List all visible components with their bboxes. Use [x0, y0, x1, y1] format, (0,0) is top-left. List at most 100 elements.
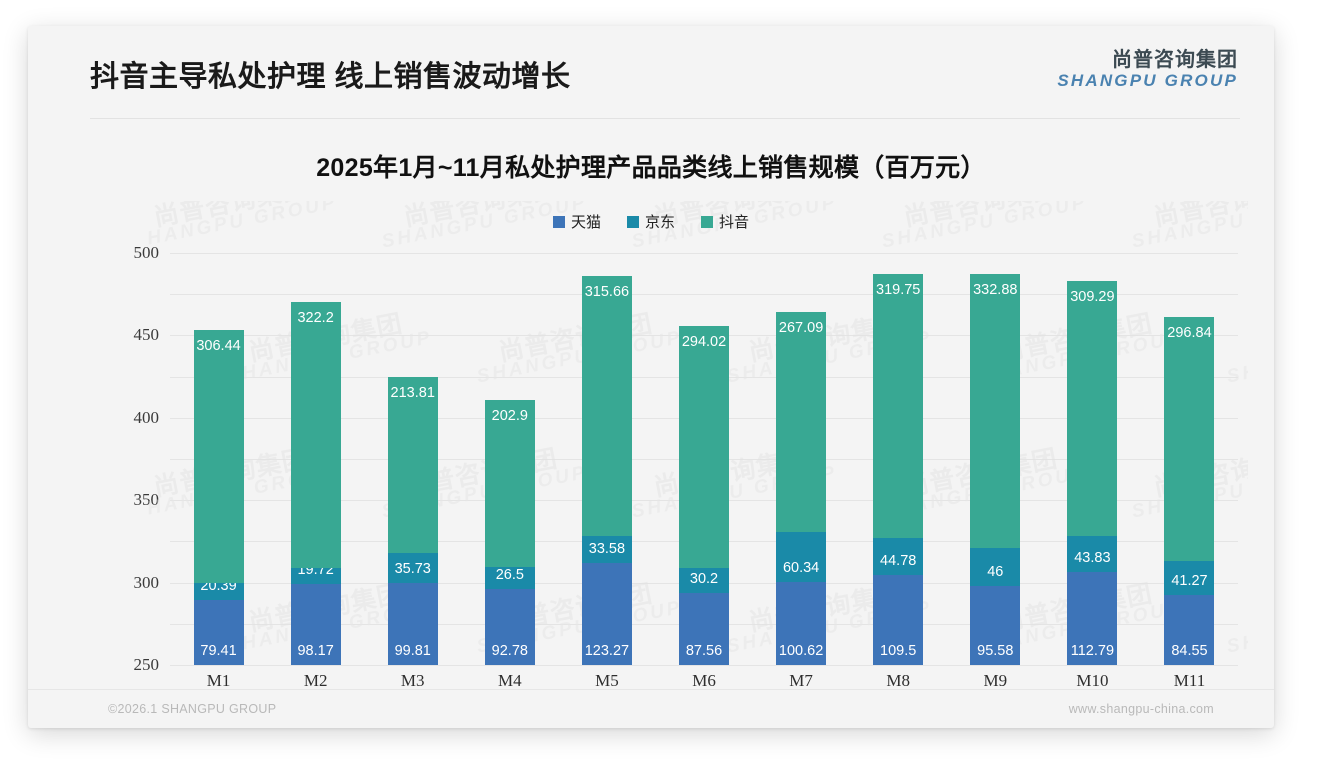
bar-segment-天猫[interactable]: 79.41	[193, 599, 244, 665]
legend-item-京东[interactable]: 京东	[626, 211, 675, 232]
logo-chinese-text: 尚普咨询集团	[1112, 49, 1238, 71]
bar-segment-京东[interactable]: 30.2	[679, 567, 730, 593]
legend-item-天猫[interactable]: 天猫	[552, 211, 601, 232]
bar-segment-天猫[interactable]: 109.5	[873, 574, 924, 665]
stacked-bar[interactable]: 98.17 19.72 322.2	[290, 302, 341, 665]
bar-segment-天猫[interactable]: 87.56	[679, 592, 730, 665]
y-axis-tick-label: 300	[133, 572, 160, 592]
footer-website: www.shangpu-china.com	[1068, 702, 1214, 716]
bar-segment-京东[interactable]: 19.72	[290, 562, 341, 585]
bar-value-label: 309.29	[1070, 289, 1115, 306]
footer-copyright: ©2026.1 SHANGPU GROUP	[108, 702, 277, 716]
bar-segment-天猫[interactable]: 98.17	[290, 584, 341, 665]
stacked-bar[interactable]: 87.56 30.2 294.02	[679, 325, 730, 665]
page-title: 抖音主导私处护理 线上销售波动增长	[90, 61, 571, 93]
bar-segment-抖音[interactable]: 332.88	[970, 274, 1021, 549]
gridline: 500	[134, 243, 1238, 262]
x-axis-tick-M11: M11	[1173, 671, 1206, 690]
bar-segment-抖音[interactable]: 315.66	[581, 275, 632, 536]
bar-value-label: 79.41	[200, 643, 237, 659]
stacked-bar[interactable]: 95.58 46 332.88	[970, 274, 1021, 665]
legend-label: 抖音	[719, 214, 750, 231]
x-axis-tick-M10: M10	[1076, 671, 1109, 690]
bar-group-M1: 79.41 20.39 306.44	[170, 253, 267, 665]
chart-title: 2025年1月~11月私处护理产品品类线上销售规模（百万元）	[316, 154, 986, 182]
bar-segment-抖音[interactable]: 309.29	[1067, 281, 1118, 536]
bar-value-label: 319.75	[876, 282, 921, 299]
bar-segment-天猫[interactable]: 123.27	[581, 563, 632, 665]
stacked-bar[interactable]: 99.81 35.73 213.81	[387, 377, 438, 665]
legend-label: 京东	[644, 214, 675, 231]
bar-segment-京东[interactable]: 44.78	[873, 537, 924, 575]
y-axis-tick-label: 350	[133, 490, 160, 510]
bar-value-label: 332.88	[973, 282, 1018, 299]
stacked-bar[interactable]: 112.79 43.83 309.29	[1067, 281, 1118, 665]
gridline: 0	[170, 665, 1238, 666]
bar-segment-京东[interactable]: 46	[970, 548, 1021, 587]
stacked-bar[interactable]: 100.62 60.34 267.09	[776, 312, 827, 665]
bar-segment-抖音[interactable]: 202.9	[484, 399, 535, 567]
bar-group-M9: 95.58 46 332.88	[947, 253, 1044, 665]
x-axis-tick-M3: M3	[400, 671, 425, 690]
bar-segment-京东[interactable]: 60.34	[776, 532, 827, 583]
x-axis-tick-M6: M6	[692, 671, 716, 690]
bar-value-label: 41.27	[1171, 573, 1208, 590]
bar-group-M6: 87.56 30.2 294.02	[655, 253, 752, 665]
bar-segment-天猫[interactable]: 84.55	[1164, 595, 1215, 665]
bar-group-M7: 100.62 60.34 267.09	[753, 253, 850, 665]
bar-segment-抖音[interactable]: 213.81	[387, 377, 438, 554]
bar-value-label: 100.62	[778, 643, 824, 659]
bar-value-label: 123.27	[584, 643, 630, 659]
bar-value-label: 99.81	[394, 643, 431, 659]
bar-value-label: 92.78	[491, 643, 528, 659]
bar-segment-京东[interactable]: 35.73	[387, 553, 438, 583]
stacked-bar[interactable]: 92.78 26.5 202.9	[484, 399, 535, 665]
bar-segment-抖音[interactable]: 322.2	[290, 302, 341, 568]
x-axis-tick-M4: M4	[498, 671, 522, 690]
legend-swatch-icon	[626, 215, 639, 228]
y-axis-tick-label: 400	[133, 407, 160, 427]
footer-divider	[28, 689, 1274, 690]
x-axis-labels: M1 M2 M3 M4 M5 M6 M7 M8 M9 M10 M11	[170, 671, 1238, 691]
bar-value-label: 43.83	[1074, 550, 1111, 567]
bar-value-label: 112.79	[1070, 643, 1115, 659]
bar-value-label: 294.02	[681, 333, 727, 350]
bar-segment-抖音[interactable]: 294.02	[679, 325, 730, 568]
bar-segment-抖音[interactable]: 306.44	[193, 330, 244, 583]
bar-segment-天猫[interactable]: 99.81	[387, 582, 438, 665]
bar-value-label: 306.44	[196, 338, 241, 355]
stacked-bar[interactable]: 109.5 44.78 319.75	[873, 274, 924, 665]
legend-item-抖音[interactable]: 抖音	[701, 211, 749, 232]
bar-segment-京东[interactable]: 33.58	[581, 535, 632, 564]
bar-segment-京东[interactable]: 41.27	[1164, 561, 1215, 596]
x-axis-tick-M7: M7	[789, 671, 813, 690]
stacked-bar[interactable]: 79.41 20.39 306.44	[193, 330, 244, 665]
y-axis-tick-label: 450	[133, 325, 160, 345]
bar-segment-抖音[interactable]: 296.84	[1164, 316, 1215, 562]
bar-value-label: 315.66	[584, 283, 630, 300]
bar-segment-京东[interactable]: 26.5	[484, 567, 535, 589]
bar-group-M10: 112.79 43.83 309.29	[1044, 253, 1141, 665]
x-axis-tick-M5: M5	[595, 671, 619, 690]
y-axis-tick-label: 500	[133, 243, 160, 262]
bar-segment-天猫[interactable]: 95.58	[970, 586, 1021, 665]
bar-segment-抖音[interactable]: 267.09	[776, 312, 827, 533]
bar-value-label: 322.2	[297, 310, 334, 327]
bar-segment-京东[interactable]: 43.83	[1067, 535, 1118, 573]
bar-segment-天猫[interactable]: 112.79	[1067, 572, 1118, 665]
bar-segment-天猫[interactable]: 92.78	[484, 588, 535, 665]
logo-english-text: SHANGPU GROUP	[1057, 71, 1238, 90]
x-axis-tick-M8: M8	[886, 671, 911, 690]
bar-value-label: 84.55	[1171, 643, 1208, 659]
bar-segment-天猫[interactable]: 100.62	[776, 582, 827, 665]
bar-segment-京东[interactable]: 20.39	[193, 578, 244, 600]
bar-value-label: 213.81	[390, 385, 435, 402]
bar-group-M2: 98.17 19.72 322.2	[267, 253, 364, 665]
bar-value-label: 35.73	[394, 560, 431, 577]
stacked-bar[interactable]: 84.55 41.27 296.84	[1164, 316, 1215, 665]
bar-segment-抖音[interactable]: 319.75	[873, 274, 924, 538]
bar-value-label: 33.58	[588, 541, 626, 558]
stacked-bar[interactable]: 123.27 33.58 315.66	[581, 275, 632, 665]
bar-value-label: 60.34	[782, 560, 820, 577]
bar-value-label: 87.56	[685, 643, 723, 659]
